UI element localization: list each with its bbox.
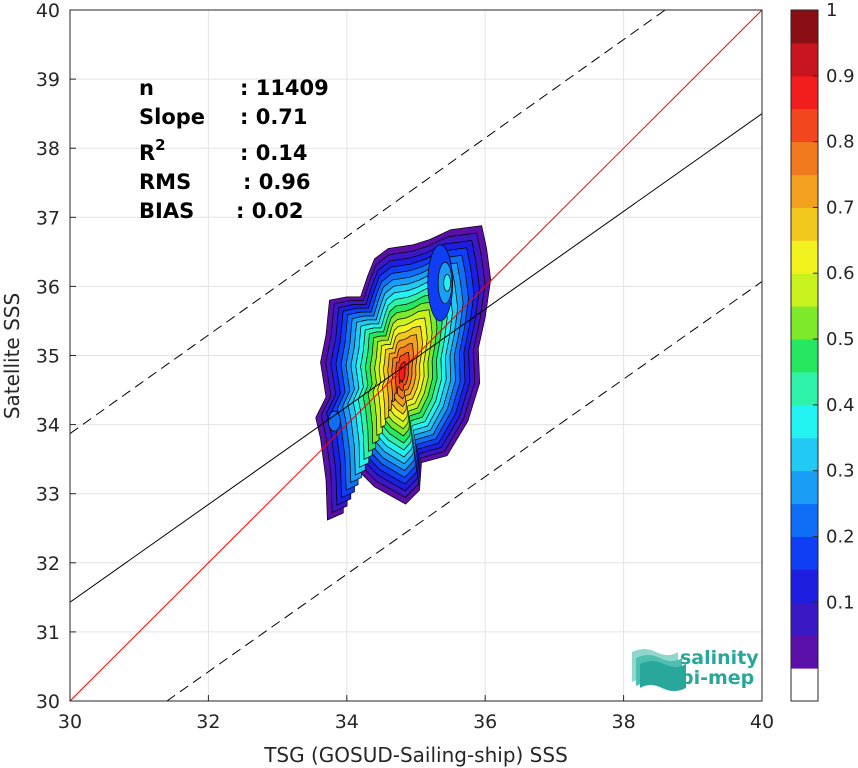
stat-value-1: : 0.71: [240, 105, 308, 129]
stat-label-4: BIAS: [139, 199, 194, 223]
x-axis-label: TSG (GOSUD-Sailing-ship) SSS: [263, 743, 568, 767]
y-tick-label-10: 40: [36, 0, 60, 22]
logo-line-1: salinity: [680, 647, 759, 669]
colorbar-tick-label-8: 0.9: [826, 66, 855, 87]
line-fit: [70, 113, 762, 603]
colorbar-segment-9: [791, 371, 818, 406]
x-tick-label-1: 32: [196, 711, 220, 733]
colorbar-segment-2: [791, 602, 818, 636]
colorbar-segment-17: [791, 108, 818, 143]
colorbar: 0.1 0.2 0.3 0.4 0.5 0.6 0.7 0.8 0.9 1: [790, 0, 855, 702]
colorbar-segment-4: [791, 536, 818, 570]
colorbar-segment-20: [791, 10, 818, 44]
stat-value-2: : 0.14: [240, 141, 308, 165]
colorbar-tick-label-1: 0.2: [826, 526, 855, 547]
logo-wave-icon: [632, 649, 686, 691]
y-tick-label-1: 31: [36, 622, 60, 644]
y-tick-label-8: 38: [36, 138, 60, 160]
colorbar-tick-label-7: 0.8: [826, 132, 855, 153]
colorbar-tick-label-6: 0.7: [826, 197, 855, 218]
y-tick-label-7: 37: [36, 207, 60, 229]
stat-value-0: : 11409: [240, 76, 329, 100]
colorbar-segment-5: [791, 503, 818, 537]
stat-value-4: : 0.02: [236, 199, 304, 223]
logo-line-2: pi-mep: [680, 667, 754, 689]
line-fit-minus: [166, 281, 762, 701]
stats-box: n : 11409 Slope : 0.71 R2 : 0.14 RMS : 0.96 BIAS…: [139, 76, 329, 223]
stat-label-2: R2: [139, 136, 166, 165]
y-tick-label-5: 35: [36, 346, 60, 368]
salinity-pi-mep-logo: salinity pi-mep: [632, 647, 759, 691]
line-identity: [70, 10, 762, 701]
colorbar-segment-10: [791, 339, 818, 373]
regression-lines: [70, 10, 762, 701]
colorbar-tick-label-9: 1: [826, 0, 837, 21]
colorbar-segment-11: [791, 306, 818, 340]
colorbar-segment-12: [791, 273, 818, 307]
colorbar-segment-3: [791, 569, 818, 603]
stat-label-1: Slope: [139, 105, 205, 129]
x-tick-label-5: 40: [750, 711, 774, 733]
stat-label-0: n: [139, 76, 154, 100]
density-contours: [315, 225, 492, 521]
colorbar-segment-8: [791, 404, 818, 439]
colorbar-segment-13: [791, 240, 818, 274]
line-fit-plus: [70, 10, 666, 434]
colorbar-frame: [790, 9, 819, 702]
colorbar-segment-0: [791, 668, 818, 702]
stat-label-3: RMS: [139, 170, 191, 194]
y-tick-label-6: 36: [36, 276, 60, 298]
colorbar-segment-6: [791, 470, 818, 505]
y-tick-label-9: 39: [36, 69, 60, 91]
x-tick-label-4: 38: [612, 711, 636, 733]
colorbar-tick-label-4: 0.5: [826, 329, 855, 350]
stat-value-3: : 0.96: [243, 170, 311, 194]
colorbar-segment-1: [791, 635, 818, 669]
colorbar-segment-16: [791, 141, 818, 176]
x-tick-label-3: 36: [473, 711, 497, 733]
colorbar-segment-18: [791, 75, 818, 110]
x-tick-label-2: 34: [335, 711, 359, 733]
y-axis-ticks: 30 31 32 33 34 35 36 37 38 39 40: [36, 0, 76, 713]
colorbar-segment-15: [791, 174, 818, 208]
colorbar-tick-label-3: 0.4: [826, 395, 855, 416]
colorbar-segment-14: [791, 207, 818, 241]
colorbar-tick-label-0: 0.1: [826, 592, 855, 613]
colorbar-tick-label-5: 0.6: [826, 263, 855, 284]
y-tick-label-4: 34: [36, 415, 60, 437]
secondary-peak-2: [443, 274, 451, 292]
x-axis-ticks: 30 32 34 36 38 40: [58, 695, 774, 733]
colorbar-segment-7: [791, 437, 818, 472]
y-tick-label-2: 32: [36, 553, 60, 575]
colorbar-segment-19: [791, 42, 818, 77]
lower-left-peak: [327, 410, 341, 432]
y-tick-label-3: 33: [36, 484, 60, 506]
y-tick-label-0: 30: [36, 691, 60, 713]
x-tick-label-0: 30: [58, 711, 82, 733]
y-axis-label: Satellite SSS: [0, 293, 24, 419]
colorbar-tick-label-2: 0.3: [826, 461, 855, 482]
